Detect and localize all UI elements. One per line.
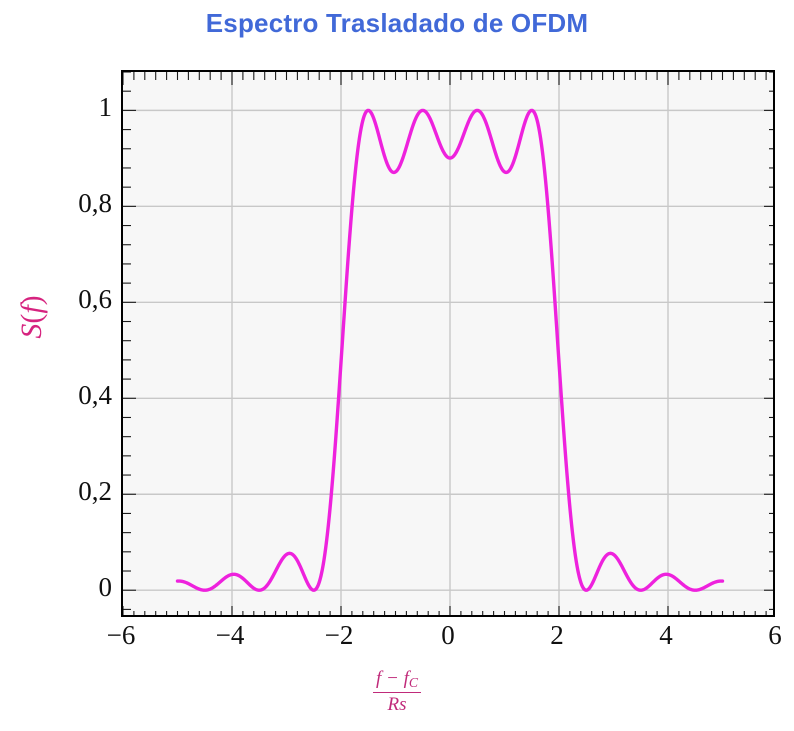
x-tick-label: 4 (659, 620, 673, 650)
x-axis-tick-labels: −6 −4 −2 0 2 4 6 (107, 620, 782, 662)
x-tick-label: −2 (324, 620, 354, 650)
x-axis-label-denominator: Rs (387, 693, 407, 715)
x-tick-label: 2 (550, 620, 564, 650)
y-tick-label: 0,8 (78, 188, 112, 219)
spectrum-curve (175, 108, 725, 592)
x-tick-label: 0 (441, 620, 455, 650)
x-axis-numerator-text: f − f (375, 668, 409, 689)
y-axis-tick-labels: 0 0,2 0,4 0,6 0,8 1 (24, 70, 112, 617)
y-tick-label: 0,2 (78, 476, 112, 507)
y-tick-label: 0 (98, 572, 113, 603)
y-tick-label: 1 (98, 92, 113, 123)
x-axis-label-fraction: f − fC Rs (372, 668, 421, 716)
minor-tick-marks (123, 72, 773, 615)
x-axis-numerator-subscript: C (408, 675, 418, 690)
y-tick-label: 0,6 (78, 284, 112, 315)
page-title: Espectro Trasladado de OFDM (205, 8, 589, 38)
plot-area (121, 70, 775, 617)
plot-canvas (123, 72, 773, 615)
x-tick-label: 6 (768, 620, 782, 650)
x-tick-label: −6 (106, 620, 136, 650)
major-tick-marks (123, 72, 773, 615)
y-tick-label: 0,4 (78, 380, 112, 411)
x-axis-label: f − fC Rs (0, 668, 794, 716)
x-axis-label-numerator: f − fC (372, 668, 421, 693)
x-tick-label: −4 (215, 620, 245, 650)
grid-lines (123, 72, 773, 615)
